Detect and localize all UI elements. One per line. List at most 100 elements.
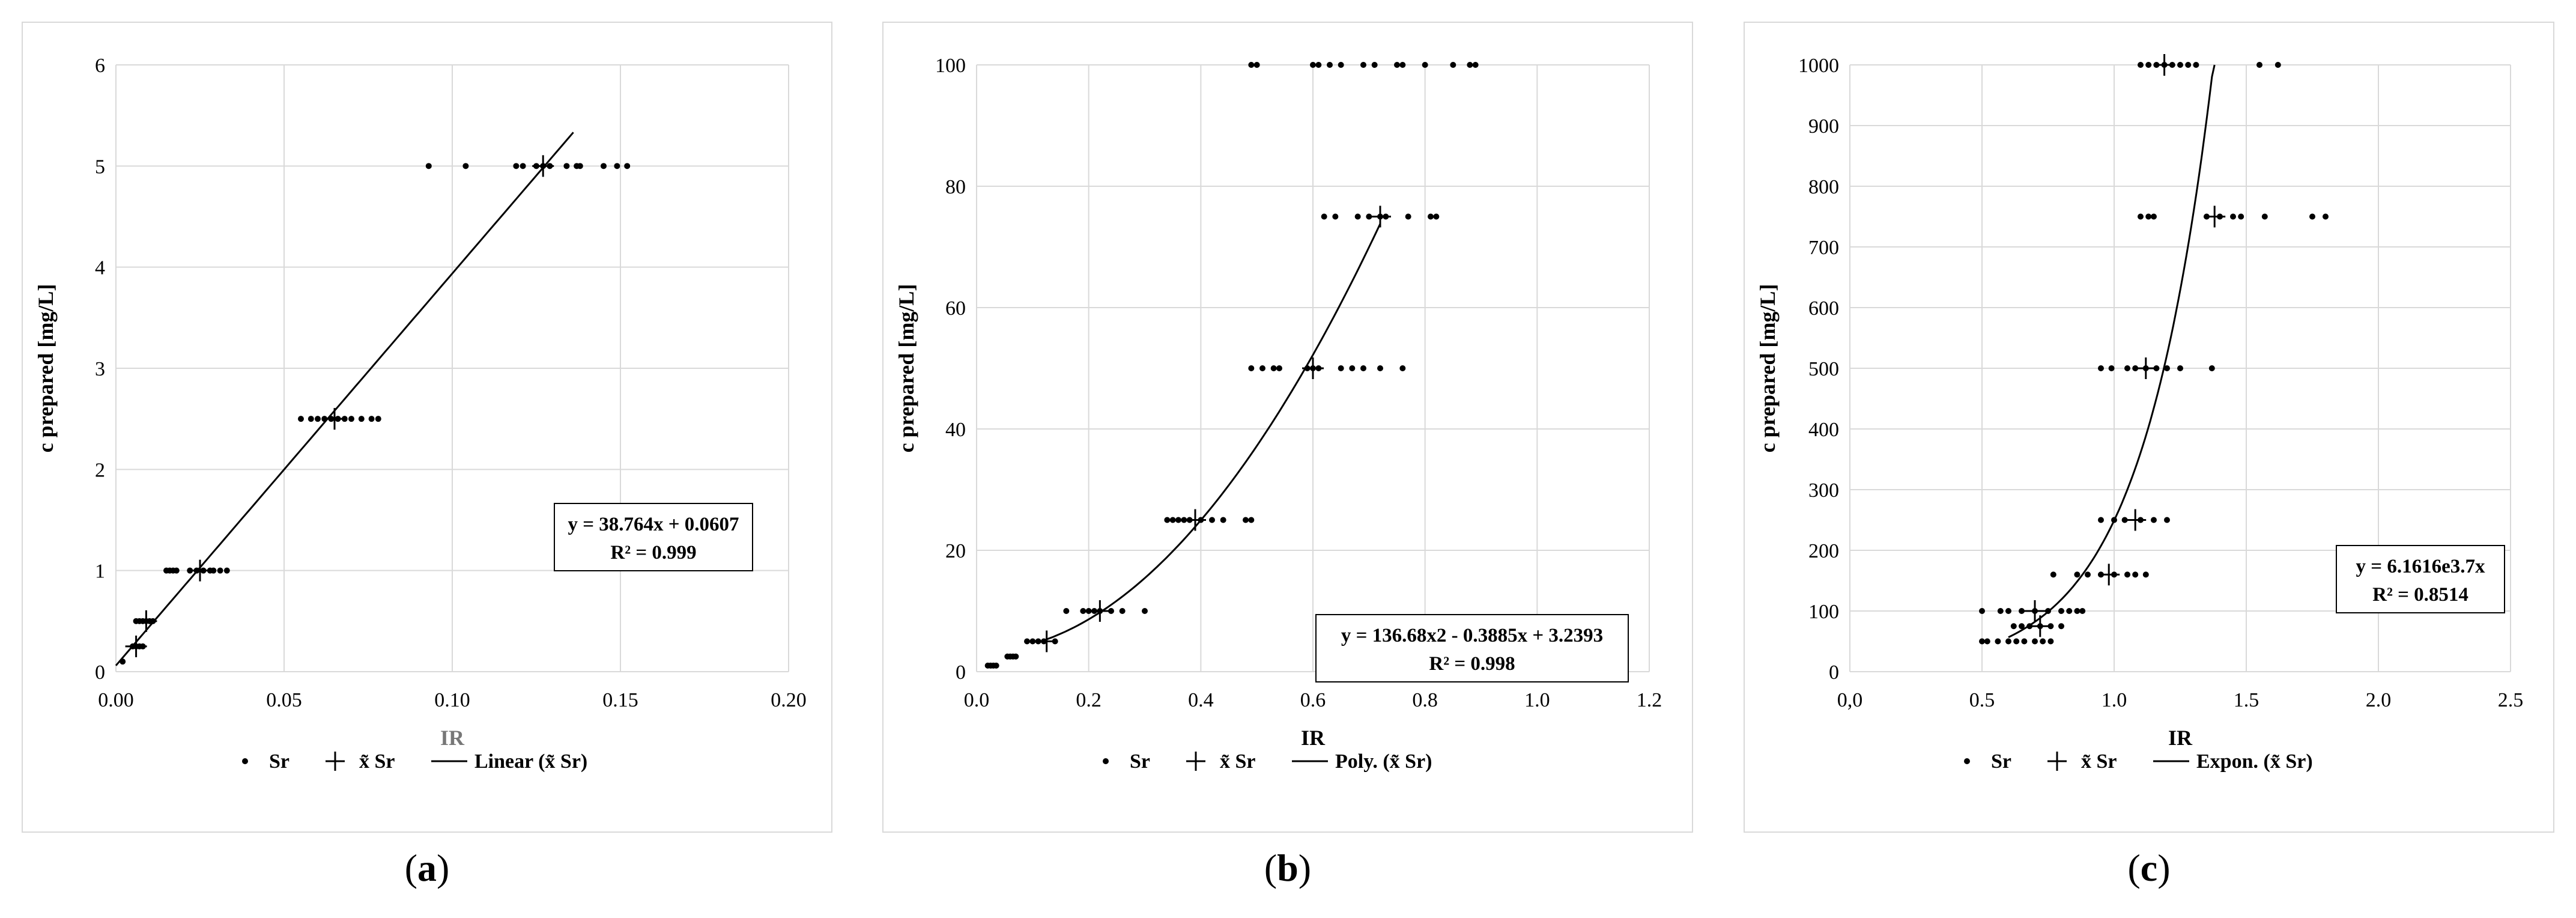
data-point [2145, 62, 2152, 68]
data-point [1349, 365, 1356, 371]
caption-b-letter: b [1277, 847, 1299, 889]
data-point [2019, 608, 2025, 614]
data-point [2058, 608, 2064, 614]
y-tick-label: 100 [935, 55, 966, 77]
x-tick-label: 1.0 [2102, 689, 2127, 711]
data-point [2085, 571, 2091, 578]
data-point [1029, 638, 1036, 645]
data-point [2309, 213, 2315, 220]
data-point [1085, 608, 1092, 614]
data-point [1080, 608, 1086, 614]
data-point [563, 163, 570, 169]
legend-sr-label: Sr [1130, 750, 1150, 773]
data-point [1366, 213, 1372, 220]
r2-text: R² = 0.999 [610, 542, 696, 564]
y-tick-label: 1 [95, 561, 105, 583]
median-marker [1184, 509, 1206, 531]
data-point [2138, 62, 2144, 68]
data-point [2040, 638, 2046, 645]
data-point [368, 416, 375, 422]
data-point [2079, 608, 2086, 614]
equation-box [2336, 545, 2505, 613]
x-tick-label: 0.20 [771, 689, 807, 711]
caption-c: (c) [2127, 847, 2171, 889]
data-point [1377, 365, 1383, 371]
data-point [1321, 213, 1327, 220]
equation-box [554, 503, 753, 571]
data-point [1371, 62, 1378, 68]
median-marker [1302, 357, 1324, 379]
x-tick-label: 0.5 [1969, 689, 1995, 711]
legend-sr-marker [1103, 758, 1109, 764]
median-marker [2135, 357, 2157, 379]
data-point [1995, 638, 2001, 645]
data-point [2323, 213, 2329, 220]
data-point [2208, 365, 2215, 371]
caption-a: (a) [404, 847, 450, 889]
median-marker [532, 155, 554, 177]
y-tick-label: 500 [1808, 358, 1839, 380]
median-marker [2024, 600, 2046, 622]
data-point [2124, 365, 2130, 371]
data-point [1063, 608, 1070, 614]
chart-c-svg: 0,0 0.5 1.0 1.5 2.0 2.5 0 100 200 300 400 500 600 700… [1756, 54, 2523, 773]
data-point [2185, 62, 2192, 68]
data-point [315, 416, 321, 422]
data-point [2238, 213, 2244, 220]
data-point [1253, 62, 1260, 68]
x-axis-label: IR [2168, 726, 2193, 750]
trend-line [115, 132, 574, 666]
y-axis-label: c prepared [mg/L] [894, 284, 918, 453]
legend-fit-label: Expon. (x̃ Sr) [2196, 750, 2313, 773]
data-point [1422, 62, 1428, 68]
chart-a-svg: 0.00 0.05 0.10 0.15 0.20 0 1 2 3 4 5 6 IR c prepared … [34, 55, 807, 773]
data-point [2005, 608, 2011, 614]
equation-box [1315, 614, 1629, 682]
data-point [601, 163, 607, 169]
y-axis-label: c prepared [mg/L] [1756, 284, 1780, 453]
median-marker [1369, 205, 1391, 228]
y-tick-label: 0 [956, 661, 966, 684]
x-tick-label: 0.05 [266, 689, 302, 711]
data-point [1108, 608, 1114, 614]
chart-panel-c: 0,0 0.5 1.0 1.5 2.0 2.5 0 100 200 300 400 500 600 700… [1744, 22, 2554, 833]
data-point [1433, 213, 1440, 220]
data-point [2074, 608, 2080, 614]
r2-text: R² = 0.8514 [2372, 584, 2468, 606]
data-point [1405, 213, 1411, 220]
x-tick-label: 0.15 [602, 689, 638, 711]
data-point [2050, 571, 2056, 578]
data-point [2132, 571, 2139, 578]
data-point [2074, 571, 2080, 578]
median-marker [2153, 54, 2175, 76]
x-tick-label: 0,0 [1837, 689, 1863, 711]
data-point [1354, 213, 1361, 220]
data-point [1360, 62, 1366, 68]
y-tick-label: 6 [95, 55, 105, 77]
legend-sr-marker [242, 758, 248, 764]
data-point [2261, 213, 2268, 220]
data-point [577, 163, 583, 169]
data-point [993, 662, 999, 669]
y-tick-label: 3 [95, 358, 105, 380]
data-point [1338, 365, 1344, 371]
y-tick-label: 1000 [1798, 55, 1839, 77]
data-point [1220, 517, 1226, 523]
data-point [1984, 638, 1990, 645]
data-point [358, 416, 365, 422]
data-point [1399, 365, 1406, 371]
data-point [1243, 517, 1249, 523]
y-tick-label: 2 [95, 459, 105, 481]
equation-text: y = 38.764x + 0.0607 [568, 514, 739, 535]
data-point [2151, 213, 2157, 220]
data-point [425, 163, 432, 169]
caption-c-letter: c [2140, 847, 2158, 889]
data-point [2058, 623, 2064, 630]
median-marker [189, 559, 211, 582]
median-marker [2204, 205, 2226, 228]
trend-line [1043, 223, 1381, 642]
legend-median-label: x̃ Sr [1220, 750, 1256, 773]
data-point [2108, 365, 2115, 371]
data-point [1164, 517, 1171, 523]
data-point [1248, 517, 1255, 523]
